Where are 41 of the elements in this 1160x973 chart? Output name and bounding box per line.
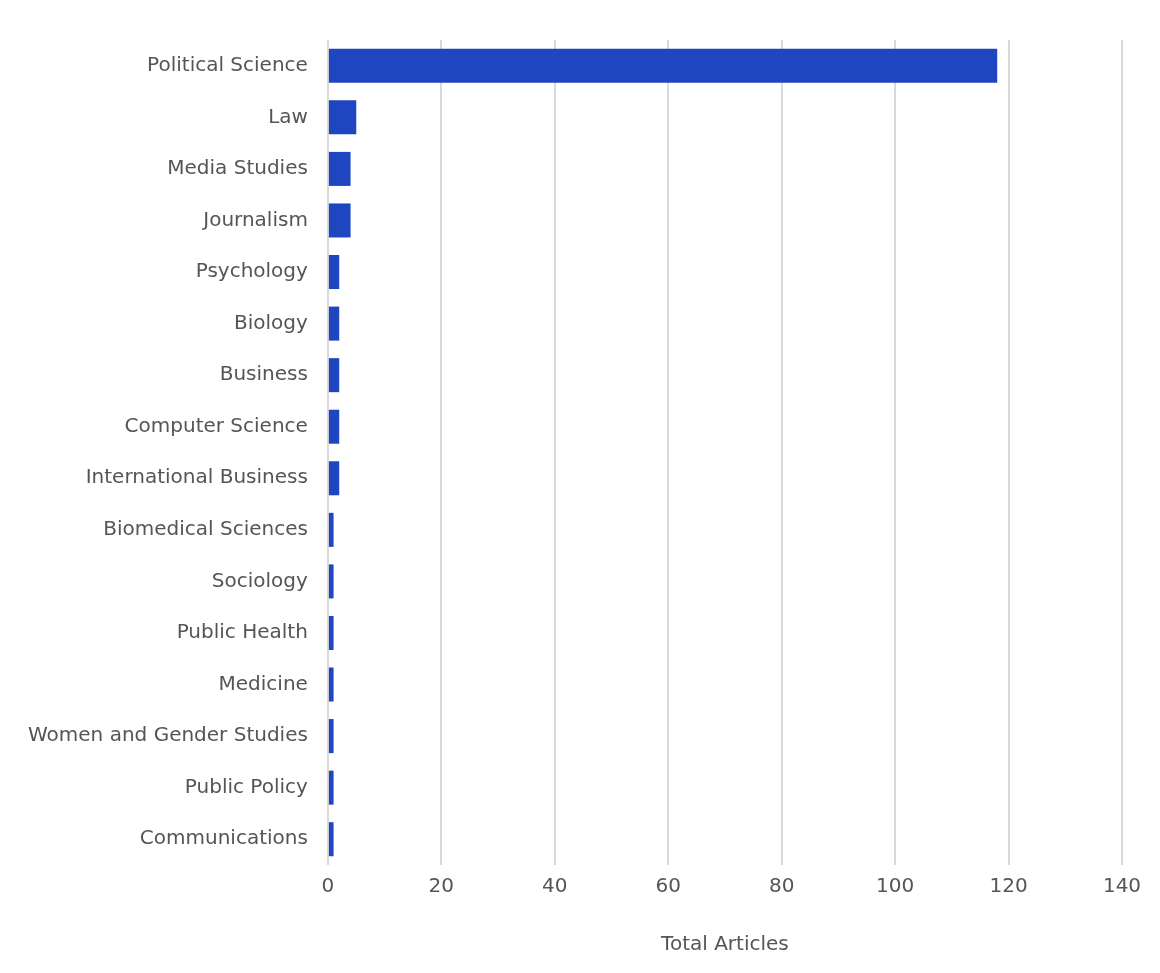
y-tick-label: Biomedical Sciences	[103, 516, 308, 541]
bar	[328, 48, 998, 83]
y-tick-label: Political Science	[147, 51, 308, 76]
x-tick-label: 20	[428, 873, 455, 898]
bar	[328, 203, 351, 238]
y-tick-label: Public Policy	[184, 773, 309, 798]
bar	[328, 151, 351, 186]
bar	[328, 822, 334, 857]
y-tick-label: Journalism	[201, 206, 308, 231]
y-tick-label: Communications	[139, 825, 308, 850]
bar	[328, 358, 340, 393]
y-tick-label: Media Studies	[167, 155, 308, 180]
y-tick-label: Medicine	[218, 670, 308, 695]
x-tick-label: 140	[1102, 873, 1142, 898]
y-tick-label: Psychology	[195, 258, 309, 283]
bar	[328, 667, 334, 702]
x-tick-label: 100	[876, 873, 915, 898]
y-tick-label: Business	[219, 361, 308, 386]
x-tick-label: 0	[321, 873, 335, 898]
bar	[328, 306, 340, 341]
bar	[328, 100, 357, 135]
x-tick-label: 40	[542, 873, 568, 898]
bar	[328, 255, 340, 290]
x-tick-label: 120	[989, 873, 1028, 898]
y-tick-label: Biology	[234, 309, 309, 334]
bar	[328, 461, 340, 496]
bar	[328, 770, 334, 805]
y-tick-label: Sociology	[211, 567, 309, 592]
bar	[328, 719, 334, 754]
y-tick-label: Women and Gender Studies	[27, 722, 308, 747]
y-tick-label: Law	[268, 103, 308, 128]
bar	[328, 409, 340, 444]
y-tick-label: Public Health	[176, 619, 308, 644]
y-tick-label: Computer Science	[124, 412, 308, 437]
bar	[328, 615, 334, 650]
x-tick-label: 80	[768, 873, 795, 898]
bar	[328, 564, 334, 599]
y-tick-label: International Business	[85, 464, 308, 489]
x-tick-label: 60	[655, 873, 681, 898]
x-axis-title: Total Articles	[660, 931, 789, 956]
bar	[328, 512, 334, 547]
